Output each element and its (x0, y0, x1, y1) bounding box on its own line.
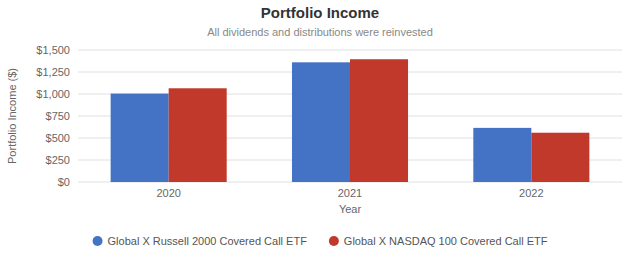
legend-swatch (93, 236, 103, 246)
bars (111, 59, 590, 182)
y-axis-label: Portfolio Income ($) (6, 68, 18, 164)
legend-label: Global X NASDAQ 100 Covered Call ETF (344, 235, 548, 247)
bar (292, 62, 350, 182)
bar (531, 133, 589, 182)
bar (111, 94, 169, 182)
bar (473, 128, 531, 182)
y-tick-label: $500 (46, 132, 70, 144)
legend-label: Global X Russell 2000 Covered Call ETF (108, 235, 308, 247)
x-axis-label: Year (339, 203, 362, 215)
grid (78, 50, 622, 182)
bar (350, 59, 408, 182)
x-tick-label: 2022 (519, 187, 543, 199)
legend: Global X Russell 2000 Covered Call ETF Gl… (93, 235, 548, 247)
legend-swatch (329, 236, 339, 246)
subtitle: All dividends and distributions were rei… (207, 26, 433, 38)
y-tick-label: $1,500 (36, 44, 70, 56)
chart: Portfolio Income All dividends and distri… (0, 0, 640, 257)
y-tick-label: $1,250 (36, 66, 70, 78)
bar (169, 88, 227, 182)
title: Portfolio Income (261, 4, 379, 21)
y-tick-label: $750 (46, 110, 70, 122)
x-tick-label: 2020 (156, 187, 180, 199)
legend-item: Global X NASDAQ 100 Covered Call ETF (329, 235, 548, 247)
x-tick-label: 2021 (338, 187, 362, 199)
grid-line (78, 50, 622, 51)
y-tick-label: $250 (46, 154, 70, 166)
y-tick-label: $1,000 (36, 88, 70, 100)
legend-item: Global X Russell 2000 Covered Call ETF (93, 235, 308, 247)
y-tick-label: $0 (58, 176, 70, 188)
